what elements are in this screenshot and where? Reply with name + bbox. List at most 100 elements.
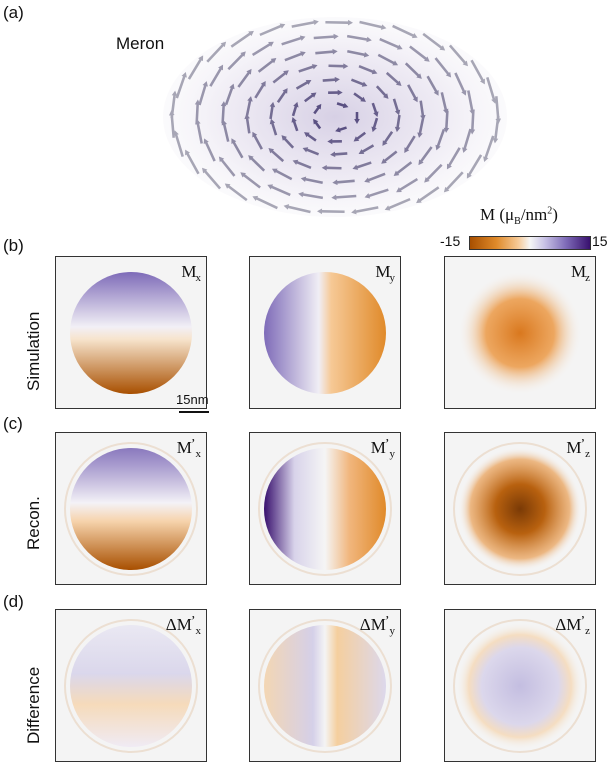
meron-arrow — [377, 53, 399, 66]
meron-arrow — [328, 89, 343, 96]
panel-sim-x: Mx — [55, 256, 207, 409]
meron-arrow — [302, 147, 320, 156]
panel-diff-z: ΔM’z — [444, 609, 596, 762]
meron-arrow — [495, 96, 502, 124]
scale-bar-label: 15nm — [176, 392, 209, 407]
meron-arrow — [198, 81, 208, 106]
meron-arrow — [443, 171, 464, 193]
panel-recon-y: M’y — [249, 432, 401, 585]
disk — [70, 272, 192, 394]
meron-arrow — [298, 64, 318, 73]
meron-arrow — [448, 44, 468, 67]
meron-arrow — [469, 109, 476, 135]
meron-arrow — [313, 118, 322, 130]
disk — [70, 448, 192, 570]
meron-arrow — [173, 130, 184, 158]
meron-arrow — [446, 147, 461, 170]
meron-arrow — [454, 72, 467, 96]
meron-arrow — [321, 165, 342, 171]
meron-arrow — [252, 195, 278, 210]
meron-arrow — [218, 156, 236, 177]
magnetization-map — [70, 272, 192, 394]
meron-arrow — [237, 68, 252, 88]
panel-label-b: (b) — [3, 236, 24, 255]
meron-arrow — [352, 161, 372, 170]
meron-arrow — [202, 167, 222, 190]
panel-title: Mx — [181, 262, 201, 284]
colorbar-max: 15 — [592, 233, 608, 249]
meron-arrow — [170, 90, 178, 119]
meron-arrow — [224, 83, 235, 106]
meron-arrow — [248, 155, 266, 172]
meron-arrow — [209, 64, 224, 87]
meron-arrow — [291, 101, 299, 117]
meron-arrow — [371, 117, 379, 133]
meron-arrow — [251, 41, 274, 57]
panel-recon-z: M’z — [444, 432, 596, 585]
magnetization-map — [453, 442, 587, 576]
meron-arrow — [194, 99, 201, 125]
magnetization-map — [258, 619, 392, 753]
meron-arrow — [434, 57, 452, 78]
meron-arrow — [300, 176, 323, 184]
meron-arrow — [195, 118, 203, 144]
meron-arrow — [382, 131, 394, 146]
meron-arrow — [364, 188, 389, 199]
meron-arrows — [168, 19, 502, 215]
disk-rim — [453, 442, 587, 576]
meron-arrow — [353, 92, 366, 102]
panel-title: M’y — [370, 437, 395, 460]
scale-bar — [179, 411, 209, 413]
meron-arrow — [317, 208, 345, 215]
meron-label: Meron — [116, 34, 165, 53]
meron-arrow — [281, 135, 295, 149]
meron-arrow — [267, 184, 291, 197]
disk-rim — [64, 442, 198, 576]
magnetization-map — [64, 619, 198, 753]
meron-arrow — [426, 75, 439, 96]
meron-arrow — [252, 131, 263, 150]
meron-arrow — [298, 191, 324, 200]
meron-arrow — [313, 33, 339, 40]
meron-arrow — [381, 150, 398, 164]
meron-arrow — [313, 103, 322, 115]
meron-arrow — [257, 58, 277, 73]
meron-arrow — [227, 51, 246, 71]
meron-arrow — [168, 110, 175, 138]
meron-arrow — [409, 45, 430, 62]
meron-arrow — [375, 85, 389, 99]
meron-arrow — [327, 138, 342, 145]
meron-arrow — [358, 144, 375, 154]
panel-title: Mz — [570, 262, 590, 284]
disk — [70, 625, 192, 747]
disk — [456, 622, 584, 750]
disk-rim — [258, 442, 392, 576]
meron-arrow — [281, 35, 306, 46]
panel-title: M’z — [566, 437, 590, 460]
meron-arrow — [350, 78, 368, 87]
panel-label-c: (c) — [3, 414, 23, 433]
meron-arrow — [330, 151, 348, 158]
meron-arrow — [206, 41, 227, 63]
panel-diff-y: ΔM’y — [249, 609, 401, 762]
row-label-simulation: Simulation — [24, 311, 43, 391]
meron-arrow — [269, 118, 278, 136]
panel-label-a: (a) — [3, 3, 24, 22]
meron-arrow — [272, 70, 289, 84]
meron-arrow — [336, 102, 349, 109]
meron-arrow — [466, 154, 483, 179]
meron-arrow — [231, 138, 244, 159]
meron-arrow — [443, 110, 450, 133]
meron-arrow — [322, 76, 340, 83]
meron-arrow — [303, 92, 317, 103]
meron-arrow — [244, 113, 251, 134]
magnetization-map — [264, 272, 386, 394]
colorbar-title: M (μB/nm2) — [480, 205, 558, 227]
meron-arrow — [335, 126, 347, 133]
meron-arrow — [407, 84, 418, 103]
meron-arrow — [419, 100, 426, 121]
meron-arrow — [392, 98, 401, 116]
panel-recon-x: M’x — [55, 432, 207, 585]
magnetization-map — [64, 442, 198, 576]
meron-arrow — [240, 172, 261, 189]
